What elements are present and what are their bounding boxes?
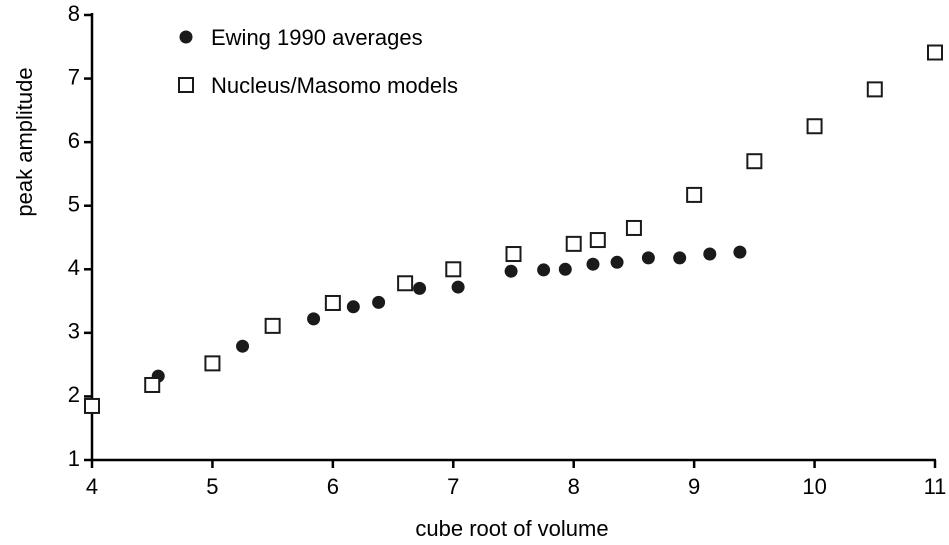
x-tick-label: 7 — [447, 474, 459, 499]
point — [866, 81, 883, 98]
x-tick-label: 9 — [688, 474, 700, 499]
legend-marker — [179, 30, 193, 44]
point — [565, 235, 582, 252]
point — [264, 317, 281, 334]
x-tick-label: 6 — [327, 474, 339, 499]
point — [558, 262, 572, 276]
y-tick-label: 5 — [68, 192, 80, 217]
point — [610, 255, 624, 269]
point — [625, 219, 642, 236]
point — [307, 312, 321, 326]
y-tick-label: 6 — [68, 128, 80, 153]
y-tick-label: 1 — [68, 446, 80, 471]
point — [397, 275, 414, 292]
point — [537, 263, 551, 277]
point — [372, 295, 386, 309]
y-tick-label: 8 — [68, 1, 80, 26]
point — [806, 118, 823, 135]
legend-marker — [178, 77, 194, 93]
y-tick-label: 4 — [68, 255, 80, 280]
legend-label: Nucleus/Masomo models — [211, 73, 458, 98]
point — [589, 232, 606, 249]
x-tick-label: 4 — [86, 474, 98, 499]
point — [641, 251, 655, 265]
x-tick-label: 8 — [568, 474, 580, 499]
point — [346, 300, 360, 314]
x-axis-label: cube root of volume — [415, 516, 608, 541]
point — [413, 281, 427, 295]
point — [144, 376, 161, 393]
point — [586, 257, 600, 271]
x-tick-label: 11 — [924, 474, 947, 499]
point — [445, 261, 462, 278]
legend-label: Ewing 1990 averages — [211, 25, 423, 50]
point — [324, 294, 341, 311]
point — [505, 246, 522, 263]
point — [746, 153, 763, 170]
point — [204, 355, 221, 372]
point — [673, 251, 687, 265]
point — [451, 280, 465, 294]
point — [733, 245, 747, 259]
point — [927, 44, 943, 61]
y-axis-label: peak amplitude — [12, 67, 37, 216]
y-tick-label: 7 — [68, 64, 80, 89]
y-tick-label: 3 — [68, 319, 80, 344]
point — [236, 339, 250, 353]
point — [686, 186, 703, 203]
x-tick-label: 10 — [802, 474, 826, 499]
x-tick-label: 5 — [206, 474, 218, 499]
point — [504, 264, 518, 278]
point — [703, 247, 717, 261]
point — [84, 397, 100, 414]
y-tick-label: 2 — [68, 382, 80, 407]
